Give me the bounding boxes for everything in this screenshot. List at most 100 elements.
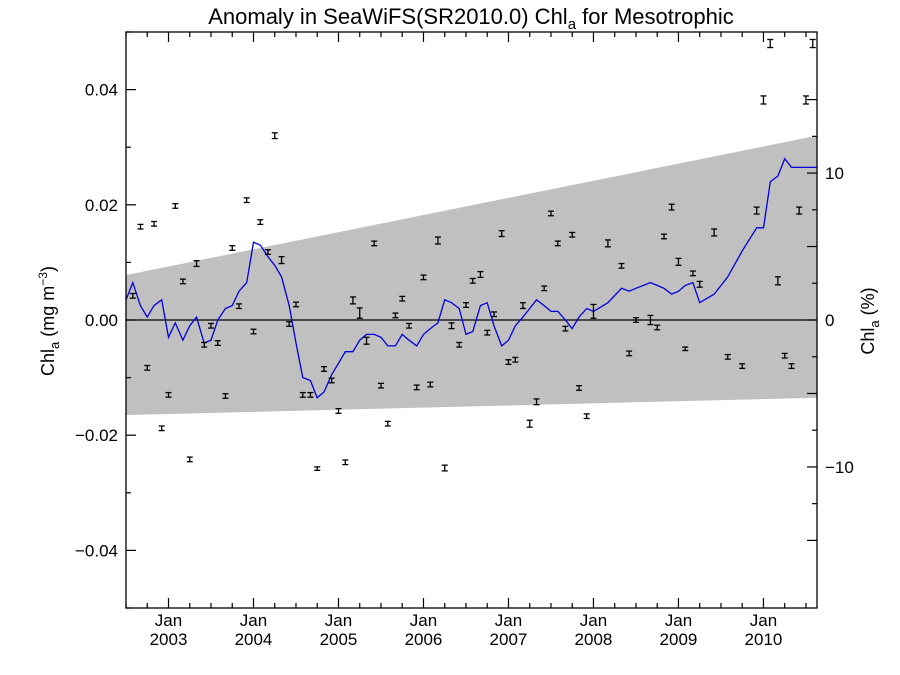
errorbar-point xyxy=(392,312,399,319)
errorbar-point xyxy=(286,321,293,327)
x-tick-label-month: Jan xyxy=(665,611,692,630)
x-tick-label-month: Jan xyxy=(495,611,522,630)
errorbar-point xyxy=(186,456,193,463)
title-subscript: a xyxy=(568,16,577,33)
errorbar-point xyxy=(299,391,306,398)
errorbar-point xyxy=(179,278,186,285)
x-tick-label-year: 2009 xyxy=(660,630,698,649)
errorbar-point xyxy=(236,303,243,310)
errorbar-point xyxy=(519,302,526,310)
errorbar-point xyxy=(222,393,229,399)
errorbar-point xyxy=(647,314,654,326)
y-tick-label-left: 0.02 xyxy=(85,196,118,215)
errorbar-point xyxy=(583,413,590,420)
errorbar-point xyxy=(569,231,576,238)
errorbar-point xyxy=(349,296,356,305)
errorbar-point xyxy=(753,206,760,215)
errorbar-point xyxy=(632,317,639,323)
title-main: Anomaly in SeaWiFS(SR2010.0) Chl xyxy=(208,4,567,29)
errorbar-point xyxy=(264,249,271,255)
errorbar-point xyxy=(434,236,441,245)
axis-ticks xyxy=(125,31,817,609)
errorbar-point xyxy=(541,285,548,292)
title-suffix: for Mesotrophic xyxy=(576,4,734,29)
errorbar-point xyxy=(477,270,484,279)
errorbar-point xyxy=(420,274,427,281)
x-tick-label-year: 2010 xyxy=(745,630,783,649)
errorbar-point xyxy=(207,322,214,329)
errorbar-point xyxy=(151,220,158,227)
errorbar-point xyxy=(498,230,505,238)
errorbar-point xyxy=(491,311,498,318)
errorbar-point xyxy=(562,325,569,332)
anomaly-line-series xyxy=(126,157,817,399)
errorbar-point xyxy=(292,301,299,308)
errorbar-point xyxy=(448,322,455,330)
errorbar-point xyxy=(626,350,633,357)
errorbar-point xyxy=(377,382,384,389)
errorbar-series xyxy=(129,38,816,472)
errorbar-point xyxy=(505,359,512,366)
errorbar-point xyxy=(724,353,731,360)
x-tick-label-month: Jan xyxy=(750,611,777,630)
errorbar-point xyxy=(590,303,597,319)
errorbar-point xyxy=(689,270,696,277)
errorbar-point xyxy=(137,223,144,230)
errorbar-point xyxy=(788,363,795,370)
errorbar-point xyxy=(158,425,165,432)
errorbar-point xyxy=(257,219,264,226)
chart-title: Anomaly in SeaWiFS(SR2010.0) Chla for Me… xyxy=(208,4,734,33)
errorbar-point xyxy=(129,292,136,299)
x-tick-label-year: 2007 xyxy=(490,630,528,649)
errorbar-point xyxy=(384,420,391,427)
errorbar-point xyxy=(526,419,533,428)
errorbar-point xyxy=(321,366,328,372)
x-tick-label-month: Jan xyxy=(240,611,267,630)
errorbar-point xyxy=(469,277,476,284)
errorbar-point xyxy=(193,260,200,268)
x-tick-label-month: Jan xyxy=(410,611,437,630)
errorbar-point xyxy=(533,398,540,406)
x-tick-label-year: 2005 xyxy=(320,630,358,649)
errorbar-point xyxy=(250,328,257,335)
errorbar-point xyxy=(618,262,625,269)
x-tick-label-month: Jan xyxy=(325,611,352,630)
x-tick-label-month: Jan xyxy=(580,611,607,630)
errorbar-point xyxy=(654,324,661,331)
errorbar-point xyxy=(328,377,335,384)
errorbar-point xyxy=(802,95,809,105)
errorbar-point xyxy=(243,197,250,204)
errorbar-point xyxy=(781,352,788,359)
errorbar-point xyxy=(413,384,420,391)
x-tick-label-year: 2008 xyxy=(575,630,613,649)
errorbar-point xyxy=(668,203,675,211)
errorbar-point xyxy=(165,391,172,398)
errorbar-point xyxy=(214,340,221,346)
x-tick-label-year: 2006 xyxy=(405,630,443,649)
errorbar-point xyxy=(144,364,151,371)
errorbar-point xyxy=(604,239,611,248)
errorbar-point xyxy=(767,38,774,49)
errorbar-point xyxy=(456,341,463,348)
errorbar-point xyxy=(682,346,689,352)
errorbar-point xyxy=(229,245,236,251)
errorbar-point xyxy=(342,459,349,466)
errorbar-point xyxy=(172,202,179,209)
errorbar-point xyxy=(554,240,561,247)
errorbar-point xyxy=(371,240,378,247)
y-tick-label-left: 0.00 xyxy=(85,311,118,330)
y-tick-label-right: 10 xyxy=(825,164,844,183)
x-tick-label-month: Jan xyxy=(155,611,182,630)
y-tick-label-left: −0.04 xyxy=(75,541,118,560)
errorbar-point xyxy=(675,257,682,266)
errorbar-point xyxy=(661,233,668,240)
plot-area: 0.040.020.00−0.02−0.04100−10Jan2003Jan20… xyxy=(75,31,854,649)
errorbar-point xyxy=(399,295,406,302)
errorbar-point xyxy=(335,408,342,414)
errorbar-point xyxy=(696,280,703,288)
errorbar-point xyxy=(201,341,208,348)
y-axis-label-right: Chla (%) xyxy=(858,287,882,354)
errorbar-point xyxy=(796,206,803,215)
errorbar-point xyxy=(363,336,370,345)
